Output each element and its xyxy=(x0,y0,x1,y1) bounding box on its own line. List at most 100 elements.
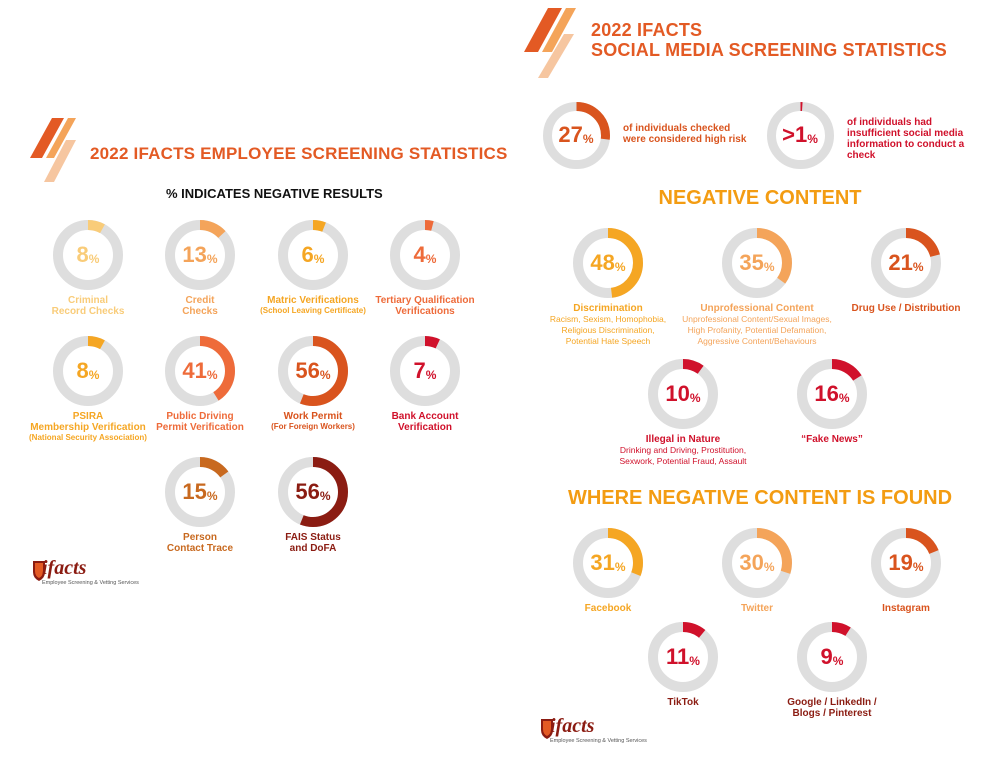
donut-e8: 7% xyxy=(388,334,462,408)
shield-icon xyxy=(541,719,553,739)
label-line: Bank Account xyxy=(391,411,459,422)
donut-svg xyxy=(278,457,348,527)
label-line: Facebook xyxy=(584,603,632,614)
donut-e1: 8% xyxy=(51,218,125,292)
label-line: Google / LinkedIn / xyxy=(787,697,877,708)
percent-number: 10 xyxy=(665,381,690,406)
percent-value: 13% xyxy=(163,218,237,292)
percent-number: 19 xyxy=(888,550,913,575)
percent-number: 4 xyxy=(413,242,426,267)
social-media-title-line1: 2022 IFACTS xyxy=(591,20,703,40)
label-line: Criminal xyxy=(67,295,108,306)
donut-n5: 16% xyxy=(795,357,869,431)
donut-svg xyxy=(722,528,792,598)
donut-svg xyxy=(766,101,834,169)
logo-wordmark: ifacts xyxy=(550,715,595,737)
header-stripes-decoration xyxy=(30,118,76,182)
percent-number: 11 xyxy=(666,644,690,669)
label-line: Person xyxy=(183,532,217,543)
percent-sign: % xyxy=(838,391,850,405)
label-description: Religious Discrimination, xyxy=(561,325,655,335)
donut-value-arc xyxy=(797,359,867,429)
percent-number: 8 xyxy=(76,358,89,383)
donut-label: TikTok xyxy=(613,697,753,708)
donut-e5: 8% xyxy=(51,334,125,408)
percent-value: 35% xyxy=(720,226,794,300)
donut-label: Google / LinkedIn / Blogs / Pinterest xyxy=(762,697,902,719)
label-line: Discrimination xyxy=(573,303,643,314)
donut-label: PSIRA Membership Verification (National Se… xyxy=(18,411,158,443)
percent-number: 15 xyxy=(182,479,207,504)
percent-sign: % xyxy=(206,252,218,266)
percent-sign: % xyxy=(88,368,100,382)
donut-n3: 21% xyxy=(869,226,943,300)
ifacts-logo: ifacts Employee Screening & Vetting Serv… xyxy=(540,715,660,748)
percent-number: 35 xyxy=(739,250,764,275)
label-line: Record Checks xyxy=(51,306,125,317)
percent-value: >1% xyxy=(765,100,836,171)
donut-value-arc xyxy=(648,359,718,429)
donut-e3: 6% xyxy=(276,218,350,292)
percent-number: 7 xyxy=(413,358,426,383)
percent-number: 9 xyxy=(820,644,833,669)
donut-svg xyxy=(573,228,643,298)
percent-number: 41 xyxy=(182,358,207,383)
percent-sign: % xyxy=(912,560,924,574)
donut-label: Illegal in Nature Drinking and Driving, P… xyxy=(598,434,768,467)
donut-value-arc xyxy=(278,457,348,527)
donut-value-arc xyxy=(165,220,235,290)
donut-label: Unprofessional Content Unprofessional Con… xyxy=(672,303,842,347)
donut-svg xyxy=(165,457,235,527)
label-line: Tertiary Qualification xyxy=(375,295,475,306)
donut-svg xyxy=(278,220,348,290)
donut-label: Facebook xyxy=(538,603,678,614)
donut-label: Twitter xyxy=(687,603,827,614)
donut-w5: 9% xyxy=(795,620,869,694)
percent-value: 15% xyxy=(163,455,237,529)
label-description: Sexwork, Potential Fraud, Assault xyxy=(619,456,747,466)
label-line: FAIS Status xyxy=(285,532,341,543)
donut-svg xyxy=(797,359,867,429)
donut-value-arc xyxy=(722,228,792,298)
donut-label: Criminal Record Checks xyxy=(18,295,158,317)
donut-value-arc xyxy=(165,457,235,527)
donut-w1: 31% xyxy=(571,526,645,600)
donut-value-arc xyxy=(53,336,123,406)
donut-svg xyxy=(390,220,460,290)
donut-e7: 56% xyxy=(276,334,350,408)
label-line: “Fake News” xyxy=(801,434,863,445)
percent-sign: % xyxy=(319,489,331,503)
percent-sign: % xyxy=(614,560,626,574)
percent-number: 21 xyxy=(888,250,913,275)
percent-sign: % xyxy=(206,489,218,503)
donut-svg xyxy=(871,228,941,298)
percent-value: 10% xyxy=(646,357,720,431)
label-description: High Profanity, Potential Defamation, xyxy=(687,325,827,335)
negative-content-heading: NEGATIVE CONTENT xyxy=(658,187,862,209)
donut-w2: 30% xyxy=(720,526,794,600)
donut-svg xyxy=(390,336,460,406)
donut-label: Discrimination Racism, Sexism, Homophobia… xyxy=(523,303,693,347)
donut-label: Public Driving Permit Verification xyxy=(130,411,270,433)
percent-number: 30 xyxy=(739,550,764,575)
donut-svg xyxy=(871,528,941,598)
donut-svg xyxy=(165,220,235,290)
donut-value-arc xyxy=(573,228,643,298)
percent-number: 13 xyxy=(182,242,207,267)
label-line: Contact Trace xyxy=(166,543,234,554)
percent-value: 6% xyxy=(276,218,350,292)
percent-number: 56 xyxy=(295,479,320,504)
donut-svg xyxy=(278,336,348,406)
percent-sign: % xyxy=(832,654,844,668)
label-line: Permit Verification xyxy=(156,422,244,433)
donut-n1: 48% xyxy=(571,226,645,300)
percent-value: 8% xyxy=(51,334,125,408)
donut-svg xyxy=(573,528,643,598)
label-subtext: (For Foreign Workers) xyxy=(271,422,355,431)
label-line: Twitter xyxy=(740,603,774,614)
donut-svg xyxy=(648,359,718,429)
donut-label: Work Permit (For Foreign Workers) xyxy=(243,411,383,432)
donut-svg xyxy=(542,101,610,169)
percent-number: 8 xyxy=(76,242,89,267)
donut-e10: 56% xyxy=(276,455,350,529)
